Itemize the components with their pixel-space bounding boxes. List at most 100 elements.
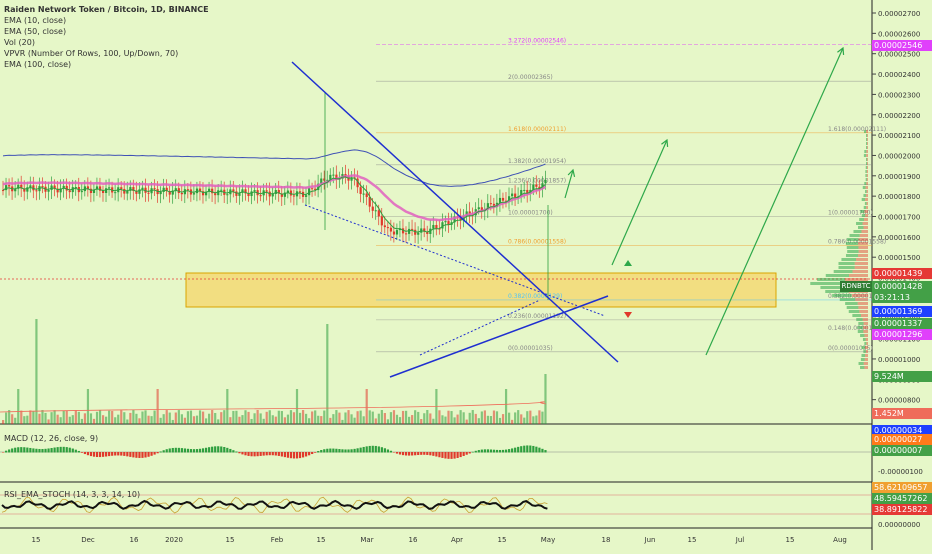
- macd-histogram-bar: [450, 452, 452, 459]
- macd-histogram-bar: [181, 448, 183, 452]
- volume-bar: [278, 411, 280, 424]
- time-axis-label: 15: [786, 536, 795, 544]
- fib-label: 1(0.00001700): [508, 210, 553, 217]
- volume-bar: [290, 410, 292, 424]
- volume-bar: [281, 411, 283, 424]
- macd-histogram-bar: [211, 447, 213, 453]
- volume-bar: [338, 413, 340, 424]
- candle-body: [5, 185, 7, 190]
- vpvr-bar-up: [865, 174, 866, 177]
- volume-bar: [402, 411, 404, 424]
- volume-bar: [387, 419, 389, 424]
- volume-bar: [499, 418, 501, 424]
- macd-histogram-bar: [517, 447, 519, 453]
- volume-bar: [357, 411, 359, 424]
- volume-bar: [5, 413, 7, 424]
- volume-bar: [38, 414, 40, 424]
- candle-body: [490, 203, 492, 204]
- vpvr-bar-down: [867, 146, 868, 149]
- macd-histogram-bar: [387, 449, 389, 452]
- vpvr-bar-down: [864, 334, 868, 337]
- macd-histogram-bar: [311, 452, 313, 454]
- volume-bar: [263, 419, 265, 424]
- macd-histogram-bar: [296, 452, 298, 458]
- indicator-ema-50[interactable]: EMA (50, close): [4, 26, 209, 37]
- macd-title[interactable]: MACD (12, 26, close, 9): [4, 434, 98, 443]
- macd-histogram-bar: [290, 452, 292, 458]
- volume-bar: [250, 419, 252, 424]
- volume-bar: [84, 413, 86, 424]
- chart-title[interactable]: Raiden Network Token / Bitcoin, 1D, BINA…: [4, 4, 209, 15]
- volume-bar: [41, 410, 43, 424]
- macd-histogram-bar: [350, 449, 352, 452]
- macd-histogram-bar: [272, 452, 274, 455]
- vpvr-bar-down: [863, 330, 868, 333]
- volume-bar: [178, 410, 180, 424]
- macd-histogram-bar: [317, 451, 319, 452]
- candle-body: [384, 225, 386, 227]
- fib-label: 1.382(0.00001954): [508, 158, 566, 165]
- volume-bar: [14, 418, 16, 424]
- volume-bar: [272, 415, 274, 424]
- volume-bar: [472, 410, 474, 424]
- volume-bar: [232, 411, 234, 424]
- vpvr-bar-down: [865, 354, 868, 357]
- vpvr-bar-down: [867, 170, 868, 173]
- macd-value-tag: 0.00000027: [872, 434, 932, 445]
- macd-histogram-bar: [475, 451, 477, 453]
- macd-histogram-bar: [184, 448, 186, 452]
- volume-bar: [308, 418, 310, 424]
- macd-histogram-bar: [84, 452, 86, 454]
- ema-50-line: [3, 175, 545, 220]
- macd-histogram-bar: [44, 449, 46, 453]
- time-axis-label: Aug: [833, 536, 847, 544]
- macd-histogram-bar: [463, 452, 465, 456]
- indicator-vpvr[interactable]: VPVR (Number Of Rows, 100, Up/Down, 70): [4, 48, 209, 59]
- volume-bar: [341, 420, 343, 424]
- volume-bar: [99, 410, 101, 424]
- volume-bar: [47, 419, 49, 424]
- candle-body: [105, 188, 107, 193]
- indicator-volume[interactable]: Vol (20): [4, 37, 209, 48]
- indicator-ema-10[interactable]: EMA (10, close): [4, 15, 209, 26]
- volume-bar: [469, 413, 471, 424]
- volume-bar: [29, 410, 31, 424]
- macd-histogram-bar: [505, 450, 507, 453]
- vpvr-bar-down: [858, 306, 868, 309]
- vpvr-bar-up: [860, 210, 864, 213]
- volume-bar: [344, 412, 346, 424]
- volume-bar: [129, 413, 131, 424]
- volume-bar: [172, 420, 174, 424]
- fib-label: 0.236(0.00001192): [508, 313, 566, 320]
- macd-histogram-bar: [57, 447, 59, 452]
- candle-body: [193, 193, 195, 194]
- vpvr-bar-up: [826, 274, 849, 277]
- macd-histogram-bar: [26, 448, 28, 453]
- macd-histogram-bar: [205, 448, 207, 453]
- macd-histogram-bar: [323, 449, 325, 452]
- vpvr-bar-up: [860, 366, 864, 369]
- macd-histogram-bar: [166, 449, 168, 452]
- macd-histogram-bar: [344, 449, 346, 452]
- volume-bar: [505, 389, 507, 424]
- candle-body: [8, 185, 10, 186]
- uptrend-line: [390, 296, 608, 377]
- volume-bar: [2, 420, 4, 424]
- vpvr-bar-down: [863, 318, 868, 321]
- volume-bar: [411, 415, 413, 424]
- rsi-title[interactable]: RSI_EMA_STOCH (14, 3, 3, 14, 10): [4, 490, 140, 499]
- price-tag: 03:21:13: [872, 292, 932, 303]
- macd-histogram-bar: [226, 448, 228, 453]
- volume-bar: [35, 319, 37, 424]
- volume-bar: [144, 410, 146, 424]
- macd-histogram-bar: [399, 452, 401, 455]
- fib-label: 0.382(0.0000129): [508, 293, 562, 300]
- vpvr-bar-down: [855, 298, 868, 301]
- candle-body: [217, 190, 219, 195]
- vpvr-bar-down: [864, 366, 868, 369]
- vpvr-bar-down: [864, 362, 868, 365]
- macd-histogram-bar: [293, 452, 295, 458]
- indicator-ema-100[interactable]: EMA (100, close): [4, 59, 209, 70]
